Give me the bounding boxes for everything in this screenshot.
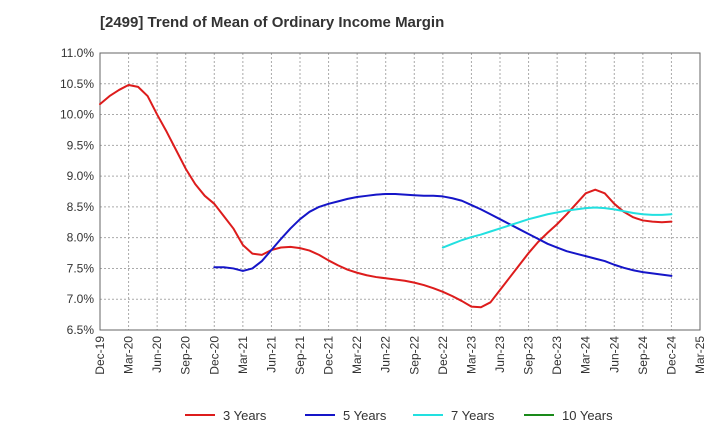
series-line-7-years <box>441 206 673 249</box>
x-tick-label: Mar-25 <box>693 336 707 374</box>
y-tick-label: 9.0% <box>67 169 95 183</box>
series-line-5-years <box>213 192 673 277</box>
y-tick-label: 8.0% <box>67 231 95 245</box>
x-tick-label: Jun-23 <box>493 336 507 373</box>
x-tick-label: Dec-23 <box>550 336 564 375</box>
legend-label: 3 Years <box>223 408 267 423</box>
x-tick-label: Sep-22 <box>407 336 421 375</box>
y-tick-label: 9.5% <box>67 138 95 152</box>
x-tick-label: Sep-20 <box>179 336 193 375</box>
x-tick-label: Mar-20 <box>122 336 136 374</box>
x-tick-label: Sep-23 <box>522 336 536 375</box>
y-tick-label: 7.0% <box>67 292 95 306</box>
x-tick-label: Dec-20 <box>207 336 221 375</box>
x-tick-label: Sep-21 <box>293 336 307 375</box>
x-tick-label: Mar-21 <box>236 336 250 374</box>
x-tick-label: Dec-24 <box>664 336 678 375</box>
x-tick-label: Mar-24 <box>579 336 593 374</box>
x-tick-label: Mar-23 <box>464 336 478 374</box>
series-line-3-years <box>99 84 673 309</box>
legend-label: 10 Years <box>562 408 613 423</box>
x-tick-label: Mar-22 <box>350 336 364 374</box>
x-tick-label: Jun-22 <box>379 336 393 373</box>
y-tick-label: 11.0% <box>61 46 94 60</box>
x-tick-label: Jun-24 <box>607 336 621 373</box>
y-tick-label: 6.5% <box>67 323 95 337</box>
x-tick-label: Dec-19 <box>93 336 107 375</box>
x-tick-label: Jun-21 <box>264 336 278 373</box>
x-tick-label: Dec-21 <box>322 336 336 375</box>
y-tick-label: 8.5% <box>67 200 95 214</box>
legend-label: 5 Years <box>343 408 387 423</box>
y-tick-label: 7.5% <box>67 261 95 275</box>
x-tick-label: Jun-20 <box>150 336 164 373</box>
legend-label: 7 Years <box>451 408 495 423</box>
y-tick-label: 10.5% <box>60 77 94 91</box>
plot-area-frame <box>99 52 701 331</box>
chart-title: [2499] Trend of Mean of Ordinary Income … <box>100 14 445 31</box>
x-tick-label: Dec-22 <box>436 336 450 375</box>
x-tick-label: Sep-24 <box>636 336 650 375</box>
y-tick-label: 10.0% <box>60 108 94 122</box>
